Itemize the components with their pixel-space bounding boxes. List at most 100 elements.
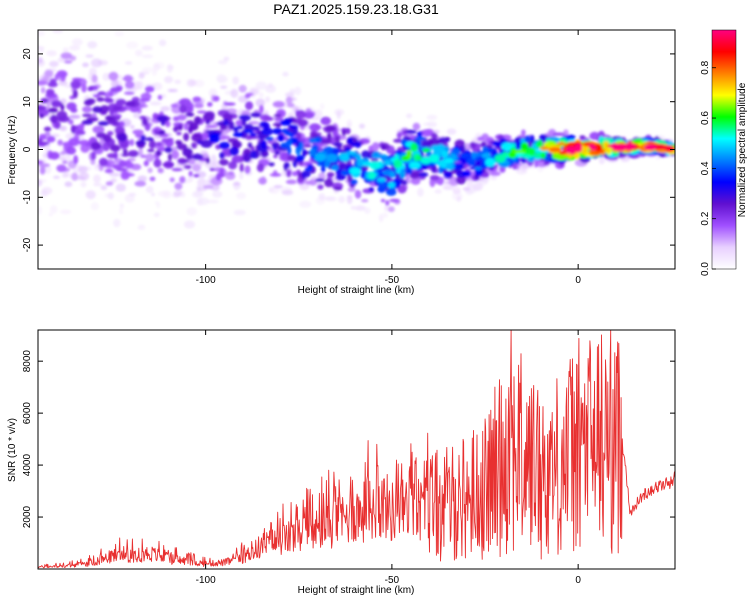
spectrogram-blob	[107, 192, 114, 200]
spectrogram-blob	[295, 146, 301, 156]
spectrogram-blob	[153, 158, 162, 168]
spectrogram-blob	[126, 41, 139, 49]
spectrogram-blob	[431, 132, 438, 140]
spectrogram-blob	[292, 160, 298, 168]
y-tick-label: 4000	[22, 454, 33, 477]
spectrogram-blob	[574, 143, 583, 153]
spectrogram-blob	[472, 182, 484, 192]
spectrogram-blob	[205, 119, 211, 125]
spectrogram-blob	[90, 151, 97, 161]
spectrogram-blob	[192, 96, 202, 103]
spectrogram-blob	[137, 175, 147, 182]
spectrogram-blob	[314, 153, 327, 162]
spectrogram-blob	[163, 133, 169, 138]
spectrogram-blob	[115, 98, 126, 106]
spectrogram-blob	[338, 195, 346, 204]
colorbar-tick-label: 0.8	[700, 60, 711, 74]
spectrogram-blob	[346, 196, 353, 205]
spectrogram-blob	[443, 171, 452, 179]
spectrogram-blob	[248, 121, 260, 125]
spectrogram-blob	[344, 146, 351, 153]
spectrogram-blob	[141, 45, 153, 51]
spectrogram-blob	[157, 147, 166, 151]
spectrogram-blob	[85, 98, 96, 105]
spectrogram-blob	[540, 152, 546, 159]
spectrogram-blob	[161, 120, 165, 126]
spectrogram-blob	[85, 54, 94, 58]
spectrogram-blob	[597, 130, 605, 139]
spectrogram-blob	[538, 139, 543, 149]
spectrogram-blob	[207, 199, 219, 204]
spectrogram-blob	[179, 104, 187, 114]
spectrogram-blob	[44, 69, 54, 77]
spectrogram-blob	[72, 89, 78, 99]
spectrogram-blob	[410, 176, 421, 185]
spectrogram-blob	[56, 70, 68, 78]
spectrogram-blob	[265, 136, 275, 141]
spectrogram-blob	[188, 122, 199, 131]
spectrogram-blob	[341, 169, 348, 176]
spectrogram-blob	[124, 61, 133, 65]
spectrogram-blob	[62, 160, 68, 164]
spectrogram-blob	[97, 121, 109, 126]
spectrogram-blob	[177, 124, 183, 131]
spectrogram-blob	[145, 185, 154, 194]
spectrogram-blob	[320, 116, 332, 126]
spectrogram-blob	[136, 80, 144, 90]
spectrogram-blob	[232, 131, 245, 138]
spectrogram-blob	[82, 106, 93, 113]
spectrogram-blob	[137, 224, 146, 230]
spectrogram-blob	[350, 205, 356, 210]
spectrogram-blob	[191, 164, 202, 172]
spectrogram-blob	[108, 172, 121, 177]
spectrogram-blob	[92, 125, 105, 134]
spectrogram-blob	[295, 154, 305, 162]
spectrogram-blob	[309, 123, 321, 132]
spectrogram-blob	[119, 141, 129, 149]
spectrogram-blob	[229, 146, 239, 156]
spectrogram-blob	[218, 60, 228, 65]
spectrogram-blob	[202, 112, 215, 121]
spectrogram-blob	[394, 153, 400, 161]
spectrogram-blob	[462, 170, 472, 177]
spectrogram-blob	[623, 142, 636, 151]
spectrogram-blob	[481, 153, 491, 159]
spectrogram-blob	[90, 141, 102, 151]
spectrogram-blob	[183, 220, 196, 229]
spectrogram-blob	[302, 148, 307, 157]
spectrogram-blob	[243, 148, 251, 155]
spectrogram-blob	[665, 145, 675, 152]
spectrogram-blob	[140, 134, 146, 142]
spectrogram-blob	[385, 200, 390, 206]
spectrogram-blob	[70, 80, 82, 90]
spectrogram-blob	[135, 134, 142, 138]
spectrogram-blob	[89, 67, 97, 76]
spectrogram-blob	[138, 104, 145, 109]
spectrogram-blob	[64, 153, 72, 162]
spectrogram-blob	[286, 169, 291, 178]
spectrogram-blob	[76, 124, 85, 133]
spectrogram-blob	[124, 91, 135, 95]
spectrogram-blob	[143, 160, 149, 167]
snr-marks	[38, 330, 675, 569]
spectrogram-blob	[452, 188, 461, 195]
spectrogram-blob	[655, 155, 661, 161]
spectrogram-blob	[48, 107, 58, 114]
spectrogram-blob	[223, 118, 229, 126]
y-tick-label: 2000	[22, 505, 33, 528]
spectrogram-blob	[141, 54, 154, 58]
spectrogram-blob	[406, 113, 413, 119]
spectrogram-blob	[482, 145, 488, 154]
x-tick-label: 0	[575, 275, 581, 286]
spectrogram-blob	[282, 129, 288, 134]
spectrogram-blob	[259, 121, 269, 128]
spectrogram-blob	[147, 148, 155, 153]
spectrogram-blob	[247, 142, 253, 149]
spectrogram-blob	[176, 143, 188, 150]
spectrogram-blob	[273, 154, 278, 159]
spectrogram-blob	[68, 137, 80, 147]
spectrogram-blob	[477, 136, 484, 142]
spectrogram-blob	[389, 198, 400, 203]
spectrogram-blob	[466, 157, 476, 167]
spectrogram-blob	[410, 142, 418, 152]
